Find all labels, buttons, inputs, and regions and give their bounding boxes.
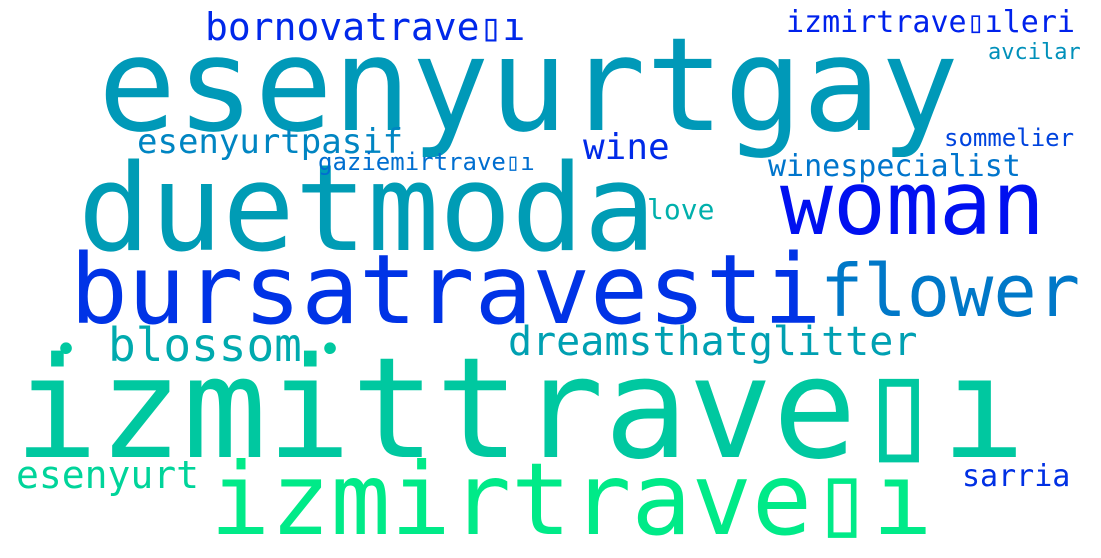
word-bursatravesti: bursatravesti — [70, 234, 822, 346]
word-wine: wine — [583, 127, 670, 168]
word-izmirtravestileri: izmirtrave▯ıleri — [786, 5, 1075, 40]
word-gaziemirtravesti: gaziemirtrave▯ı — [318, 148, 535, 176]
word-dreamsthatglitter: dreamsthatglitter — [508, 319, 918, 365]
word-bullet-right: • — [318, 327, 343, 373]
word-izmirtravesti: izmirtrave▯ı — [210, 441, 933, 558]
word-duetmoda: duetmoda — [78, 140, 656, 279]
word-bornovatravesti: bornovatrave▯ı — [205, 5, 526, 49]
word-love: love — [647, 193, 715, 226]
word-avcilar: avcilar — [988, 40, 1081, 65]
word-esenyurt: esenyurt — [16, 453, 200, 497]
word-woman: woman — [780, 152, 1045, 255]
word-izmittravesti: izmittrave▯ı — [14, 328, 1026, 491]
word-flower: flower — [820, 249, 1081, 333]
word-esenyurtgay: esenyurtgay — [98, 9, 959, 161]
word-blossom: blossom — [108, 318, 302, 372]
word-esenyurtpasif: esenyurtpasif — [137, 122, 404, 162]
word-winespecialist: winespecialist — [768, 149, 1021, 184]
word-sommelier: sommelier — [944, 124, 1075, 152]
word-bullet-left: • — [54, 327, 79, 373]
word-sarria: sarria — [962, 459, 1071, 494]
